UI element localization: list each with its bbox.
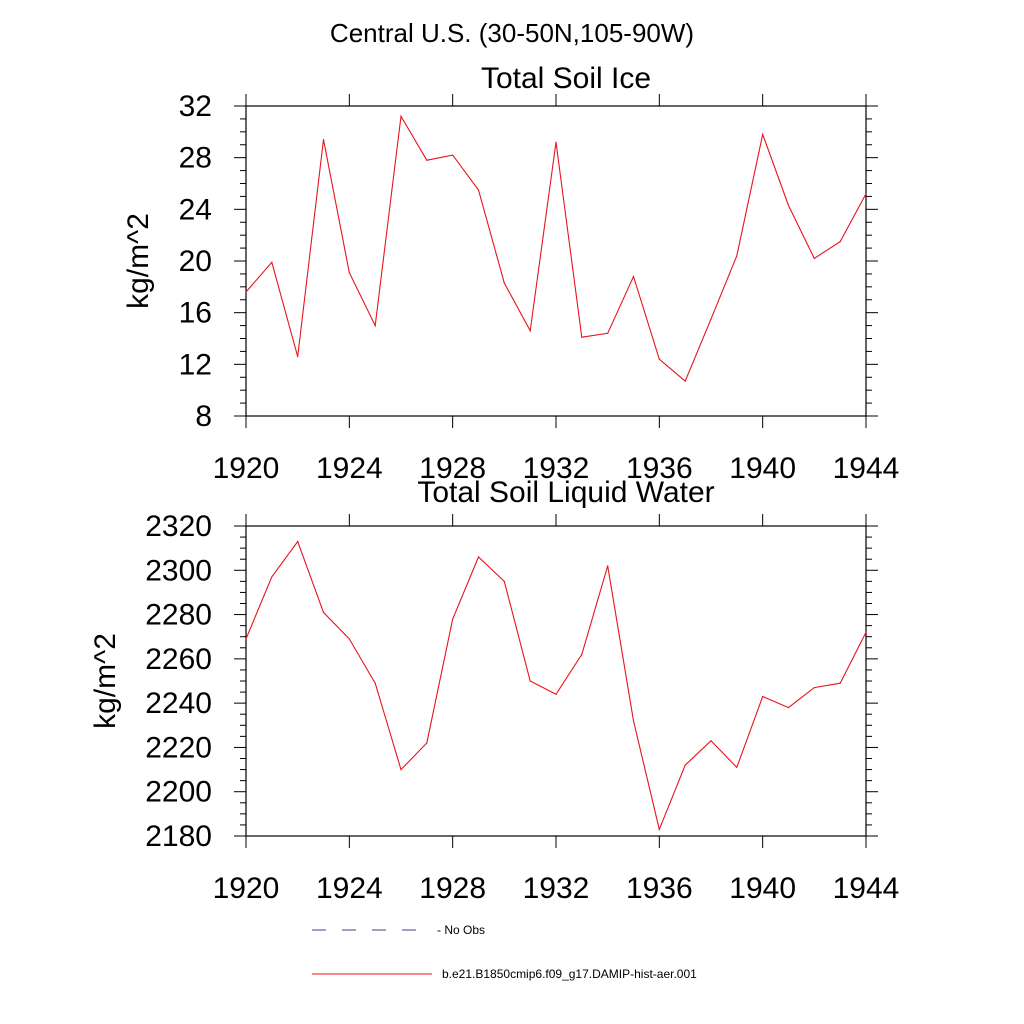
y-tick-label: 16	[179, 297, 212, 330]
data-point	[787, 204, 790, 207]
panel-title: Total Soil Liquid Water	[417, 476, 714, 509]
panel-total-soil-liquid-water: Total Soil Liquid Water 1920 1924 1928 1932 1…	[89, 476, 899, 905]
data-point	[555, 141, 557, 143]
y-tick-label: 2200	[145, 776, 212, 809]
x-tick-label: 1936	[626, 872, 693, 905]
data-point	[477, 556, 480, 558]
data-point	[632, 275, 635, 278]
y-tick-label: 2240	[145, 687, 212, 720]
data-point	[581, 653, 583, 656]
x-tick-label: 1944	[833, 452, 900, 485]
x-tick-label: 1920	[213, 452, 280, 485]
data-point	[865, 631, 867, 633]
data-point	[710, 318, 712, 320]
data-point	[271, 576, 273, 578]
data-point	[374, 324, 376, 327]
y-tick-label: 2280	[145, 599, 212, 632]
data-point	[297, 355, 299, 358]
data-point	[839, 682, 841, 684]
data-point	[684, 380, 686, 382]
y-tick-label: 2320	[145, 510, 212, 543]
data-point	[865, 193, 867, 195]
data-point	[762, 695, 764, 698]
x-tick-label: 1920	[213, 872, 280, 905]
y-tick-label: 20	[179, 245, 212, 278]
x-tick-label: 1924	[316, 452, 383, 485]
x-tick-label: 1940	[729, 872, 796, 905]
data-point	[400, 115, 402, 117]
x-tick-label: 1940	[729, 452, 796, 485]
x-tick-label: 1932	[523, 452, 590, 485]
data-point	[503, 282, 505, 284]
plot-frame	[245, 105, 867, 417]
x-tick-label: 1936	[626, 452, 693, 485]
data-point	[736, 766, 738, 768]
data-point	[736, 255, 738, 257]
data-point	[658, 828, 660, 830]
y-tick-label: 32	[179, 90, 212, 123]
data-point	[426, 159, 428, 161]
y-tick-label: 24	[179, 193, 212, 226]
plot-frame	[245, 525, 867, 837]
data-point	[813, 687, 815, 689]
x-tick-label: 1932	[523, 872, 590, 905]
x-tick-label: 1928	[419, 872, 486, 905]
data-point	[452, 154, 454, 156]
data-point	[813, 257, 815, 260]
data-point	[762, 133, 764, 136]
data-point	[503, 580, 505, 582]
data-point	[322, 611, 325, 613]
data-point	[607, 332, 609, 334]
panel-title: Total Soil Ice	[481, 62, 651, 95]
legend-model-label: b.e21.B1850cmip6.f09_g17.DAMIP-hist-aer.…	[442, 967, 697, 981]
data-point	[581, 336, 583, 338]
series-line	[245, 114, 867, 383]
data-point	[271, 261, 273, 263]
y-axis-label: kg/m^2	[122, 213, 155, 309]
figure-suptitle: Central U.S. (30-50N,105-90W)	[330, 18, 694, 48]
data-point	[529, 330, 531, 332]
y-tick-label: 2260	[145, 643, 212, 676]
x-tick-label: 1924	[316, 872, 383, 905]
legend: - No Obs b.e21.B1850cmip6.f09_g17.DAMIP-…	[312, 923, 697, 981]
data-point	[529, 680, 531, 682]
y-tick-label: 28	[179, 142, 212, 175]
y-tick-label: 2180	[145, 820, 212, 853]
y-tick-label: 2220	[145, 731, 212, 764]
legend-no-obs-label: - No Obs	[437, 923, 485, 937]
y-tick-label: 8	[195, 400, 212, 433]
data-point	[400, 768, 402, 771]
y-tick-label: 2300	[145, 554, 212, 587]
data-point	[374, 682, 376, 684]
y-axis-label: kg/m^2	[89, 633, 122, 729]
data-point	[477, 189, 480, 191]
data-point	[245, 291, 247, 293]
data-point	[297, 540, 299, 543]
data-point	[658, 358, 660, 360]
x-tick-label: 1944	[833, 872, 900, 905]
data-point	[245, 638, 247, 640]
data-point	[787, 706, 790, 709]
data-point	[839, 241, 841, 243]
series-line	[245, 540, 867, 832]
data-point	[710, 740, 712, 742]
data-point	[322, 138, 325, 141]
data-point	[632, 720, 635, 722]
data-point	[607, 565, 609, 567]
data-point	[348, 272, 350, 274]
y-tick-label: 12	[179, 348, 212, 381]
data-point	[348, 638, 350, 640]
data-point	[426, 742, 428, 744]
panel-total-soil-ice: Total Soil Ice 1920 1924 1928 1932 1936 1940 19…	[122, 62, 899, 485]
data-point	[452, 618, 454, 620]
data-point	[555, 693, 557, 695]
x-tick-label: 1928	[419, 452, 486, 485]
data-point	[684, 764, 686, 766]
